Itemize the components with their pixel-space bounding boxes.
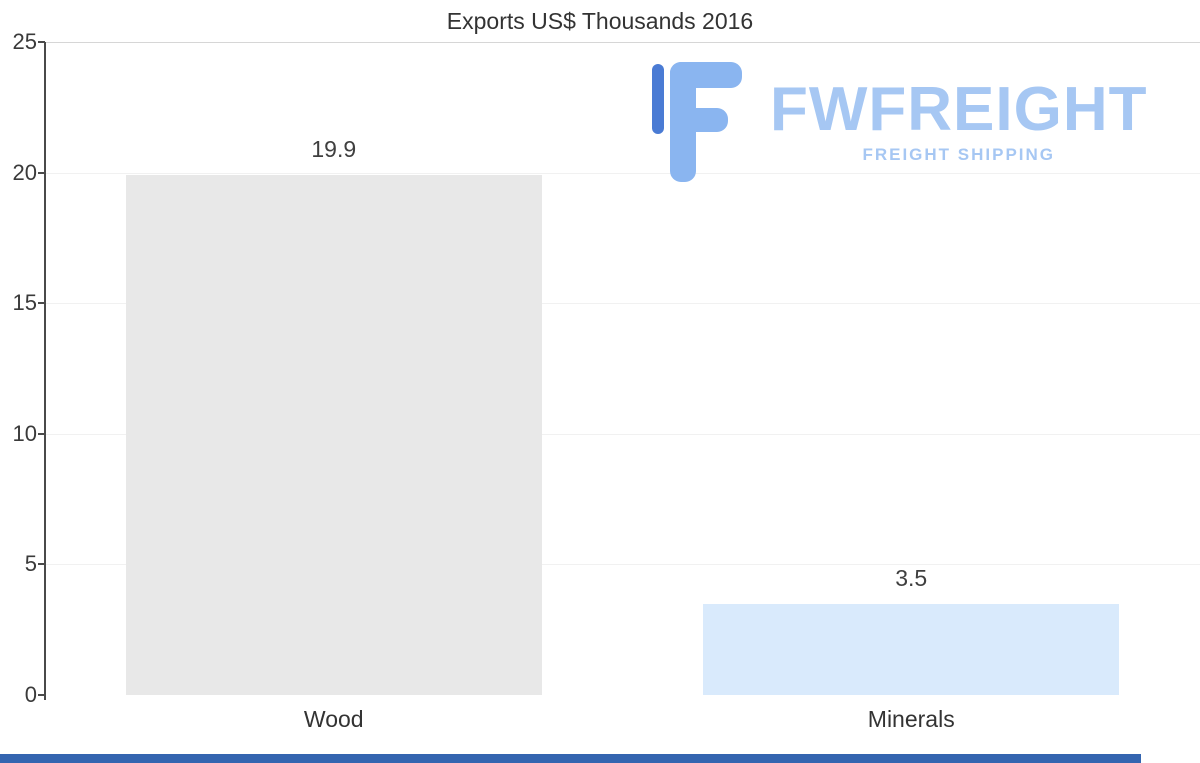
x-axis-labels: Wood Minerals [0,706,1200,736]
gridline-20 [45,172,1200,174]
y-tick-mark-0 [38,694,45,696]
fwfreight-logo-icon [652,62,742,182]
gridline-25 [45,42,1200,43]
y-tick-mark-10 [38,432,45,435]
gridline-15 [45,303,1200,305]
gridline-10 [45,433,1200,435]
y-tick-label-5: 5 [24,551,37,577]
x-tick-label-minerals: Minerals [867,706,955,732]
y-axis-line [44,42,46,700]
bar-wood [125,175,542,695]
x-tick-label-wood: Wood [303,706,364,732]
y-tick-label-0: 0 [24,682,37,707]
y-tick-label-25: 25 [12,29,37,54]
chart-title: Exports US$ Thousands 2016 [446,8,754,34]
gridline-5 [45,564,1200,566]
y-tick-label-15: 15 [12,290,37,316]
y-tick-label-10: 10 [12,420,37,446]
y-tick-label-20: 20 [12,159,37,185]
y-tick-mark-20 [38,171,45,174]
fwfreight-logo: FWFREIGHT FREIGHT SHIPPING [650,62,1148,182]
y-tick-mark-15 [38,302,45,305]
y-tick-mark-25 [38,41,45,43]
logo-text-column: FWFREIGHT FREIGHT SHIPPING [770,79,1148,165]
plot-area: 19.9 3.5 [45,42,1200,695]
logo-wordmark: FWFREIGHT [770,75,1148,144]
bar-minerals [703,603,1120,695]
y-axis-labels: 0 5 10 15 20 25 [0,0,37,763]
logo-tagline: FREIGHT SHIPPING [862,145,1056,164]
value-label-minerals: 3.5 [895,564,928,591]
value-label-wood: 19.9 [311,136,357,163]
bottom-strip [0,754,1141,763]
y-tick-mark-5 [38,563,45,566]
